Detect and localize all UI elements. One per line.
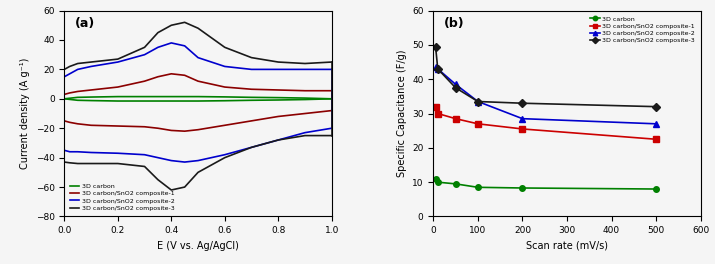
3D carbon/SnO2 composite-1 bbox=[473, 122, 482, 125]
3D carbon bbox=[652, 187, 661, 191]
Text: (b): (b) bbox=[444, 17, 465, 30]
Y-axis label: Current density (A g⁻¹): Current density (A g⁻¹) bbox=[20, 58, 30, 169]
3D carbon/SnO2 composite-3 bbox=[433, 67, 442, 70]
3D carbon/SnO2 composite-3 bbox=[431, 45, 440, 48]
Y-axis label: Specific Capacitance (F/g): Specific Capacitance (F/g) bbox=[397, 50, 407, 177]
3D carbon bbox=[473, 186, 482, 189]
Line: 3D carbon/SnO2 composite-3: 3D carbon/SnO2 composite-3 bbox=[433, 44, 659, 110]
3D carbon/SnO2 composite-3 bbox=[473, 100, 482, 103]
3D carbon/SnO2 composite-2 bbox=[473, 100, 482, 103]
3D carbon/SnO2 composite-2 bbox=[431, 65, 440, 69]
3D carbon/SnO2 composite-3 bbox=[652, 105, 661, 108]
3D carbon/SnO2 composite-2 bbox=[451, 83, 460, 86]
3D carbon/SnO2 composite-2 bbox=[518, 117, 527, 120]
3D carbon bbox=[431, 177, 440, 180]
3D carbon/SnO2 composite-2 bbox=[652, 122, 661, 125]
Text: (a): (a) bbox=[75, 17, 95, 30]
3D carbon/SnO2 composite-1 bbox=[433, 112, 442, 115]
Line: 3D carbon/SnO2 composite-2: 3D carbon/SnO2 composite-2 bbox=[433, 64, 659, 127]
3D carbon bbox=[518, 186, 527, 190]
3D carbon/SnO2 composite-1 bbox=[431, 105, 440, 108]
X-axis label: Scan rate (mV/s): Scan rate (mV/s) bbox=[526, 241, 608, 251]
3D carbon bbox=[433, 181, 442, 184]
3D carbon/SnO2 composite-1 bbox=[451, 117, 460, 120]
Legend: 3D carbon, 3D carbon/SnO2 composite-1, 3D carbon/SnO2 composite-2, 3D carbon/SnO: 3D carbon, 3D carbon/SnO2 composite-1, 3… bbox=[588, 14, 698, 46]
X-axis label: E (V vs. Ag/AgCl): E (V vs. Ag/AgCl) bbox=[157, 241, 239, 251]
Line: 3D carbon: 3D carbon bbox=[433, 176, 659, 192]
Line: 3D carbon/SnO2 composite-1: 3D carbon/SnO2 composite-1 bbox=[433, 104, 659, 142]
3D carbon/SnO2 composite-3 bbox=[518, 102, 527, 105]
3D carbon/SnO2 composite-2 bbox=[433, 67, 442, 70]
3D carbon/SnO2 composite-1 bbox=[652, 138, 661, 141]
3D carbon bbox=[451, 182, 460, 185]
3D carbon/SnO2 composite-3 bbox=[451, 86, 460, 89]
Legend: 3D carbon, 3D carbon/SnO2 composite-1, 3D carbon/SnO2 composite-2, 3D carbon/SnO: 3D carbon, 3D carbon/SnO2 composite-1, 3… bbox=[67, 181, 177, 213]
3D carbon/SnO2 composite-1 bbox=[518, 127, 527, 130]
